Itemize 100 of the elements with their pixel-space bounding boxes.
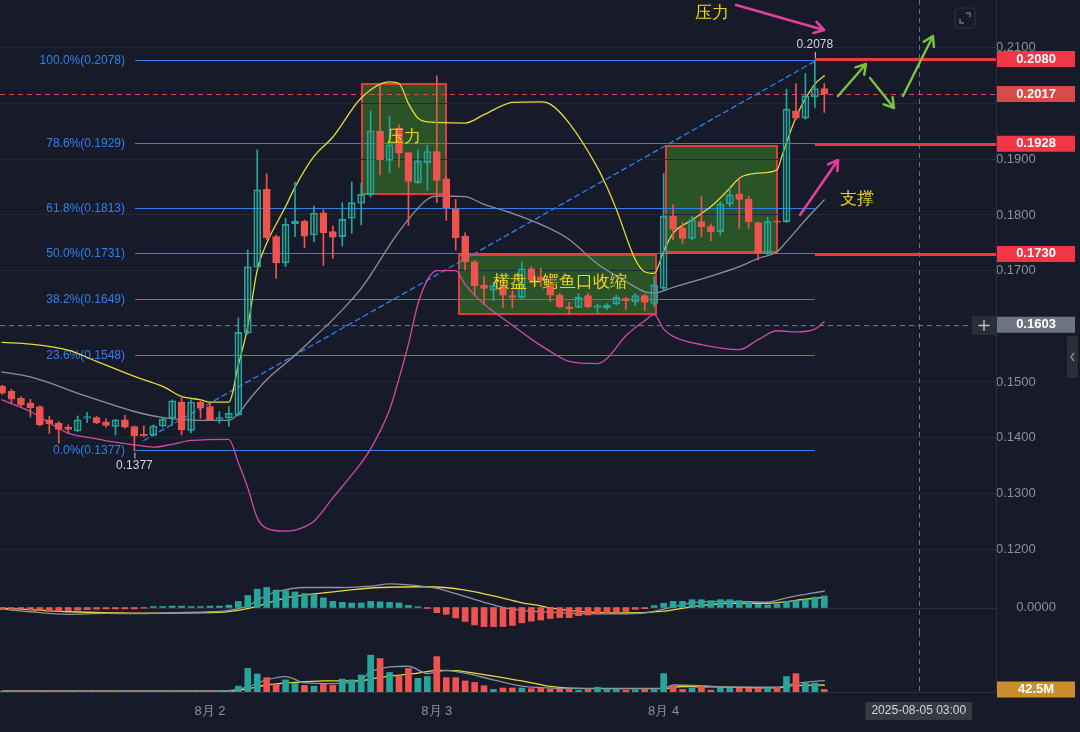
ref-line-label: 100.0%(0.2078) [39,52,125,67]
bar [546,688,554,692]
bar [263,587,271,608]
y-tick-label: 0.1700 [996,262,1036,278]
text: 0.0000 [1016,599,1056,615]
bar [556,688,563,692]
bar [527,607,535,622]
bar [386,672,393,692]
bar [414,678,422,692]
bar [631,607,639,610]
bar [679,689,686,692]
candlestick [480,276,488,305]
ref-line-label: 0.2017 [1016,85,1056,101]
annotation: 0.2078 [796,37,834,52]
bar [802,599,809,608]
ref-line-label: 0.1730 [1016,245,1056,261]
bar [679,601,686,608]
bar [802,682,809,692]
ref-line-label: 50.0%(0.1731) [46,245,125,260]
bar [698,599,705,608]
bar [253,673,261,692]
bar [244,595,252,608]
annotation: 压力 [695,2,729,23]
bar [650,689,658,692]
bar [641,689,649,692]
bar [792,600,800,608]
bar [329,601,337,608]
x-tick-label: 8月 2 [194,703,226,719]
bar [442,607,450,615]
bar [698,686,705,692]
bar [320,683,327,692]
bar [735,687,743,692]
bar [244,668,252,692]
ref-line-label: 38.2%(0.1649) [46,291,125,306]
bar [820,595,828,608]
bar [490,689,497,692]
bar [405,605,412,608]
bar [253,588,261,608]
bar [357,602,365,608]
bar [717,687,724,692]
bar [764,604,771,608]
bar [291,683,299,692]
bar [480,607,488,627]
bar [792,673,800,692]
bar [168,605,176,608]
annotation: 0.1377 [116,457,154,472]
candlestick [792,83,800,121]
bar [707,600,715,608]
bar [811,596,819,608]
y-tick-label: 0.1500 [996,373,1036,389]
bar [565,689,573,692]
bar [471,607,478,626]
bar [225,604,233,608]
bar [726,687,734,692]
ref-line-label: 0.0%(0.1377) [52,442,125,457]
bar [471,682,478,692]
candlestick [329,225,337,259]
bar [575,689,582,692]
bar [386,601,393,608]
bar [93,607,100,610]
bar [509,607,516,626]
bar [310,593,318,608]
ref-line-label: 78.6%(0.1929) [46,135,125,150]
bar [395,675,403,692]
bar [27,607,34,610]
bar [301,685,308,692]
ref-line-label: 0.1928 [1016,135,1056,151]
bar [783,676,790,692]
bar [594,686,601,692]
bar [537,607,545,621]
bar [301,593,308,608]
bar [178,605,185,608]
annotation: 支撑 [840,188,874,209]
bar [603,689,611,692]
bar [320,597,327,608]
y-tick-label: 0.1800 [996,206,1036,222]
bar [660,602,667,608]
x-tick-label: 8月 3 [421,703,453,719]
bar [282,679,289,692]
y-tick-label: 0.1300 [996,484,1036,500]
bar [64,607,72,611]
bar [405,668,412,692]
bar [565,607,573,618]
text: 42.5M [1017,681,1055,696]
bar [348,679,356,692]
bar [367,654,374,692]
y-tick-label: 0.1200 [996,540,1036,556]
candlestick [735,179,744,229]
bar [745,601,753,608]
bar [433,607,441,614]
bar [783,601,790,608]
bar [8,607,15,610]
bar [452,677,460,692]
bar [754,603,762,608]
bar [348,602,356,608]
bar [272,589,280,608]
bar [74,607,81,611]
bar [688,599,696,608]
bar [55,607,63,612]
line-series [1,195,825,422]
